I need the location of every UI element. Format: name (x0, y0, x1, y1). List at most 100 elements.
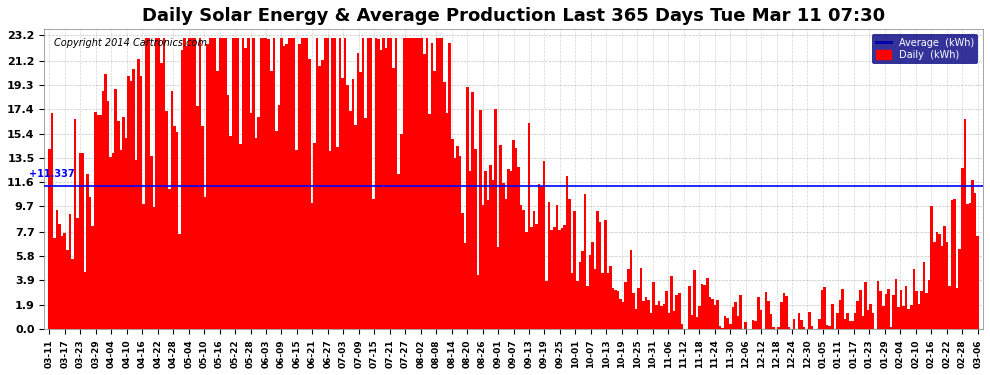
Bar (219, 38, 222, 330)
Bar (696, 317, 698, 330)
Bar (76, 219, 79, 330)
Bar (94, 112, 97, 330)
Bar (382, 38, 385, 330)
Bar (270, 70, 272, 330)
Bar (191, 38, 193, 330)
Bar (837, 313, 839, 330)
Bar (372, 199, 374, 330)
Bar (334, 38, 337, 330)
Bar (657, 301, 660, 330)
Bar (536, 224, 538, 330)
Bar (719, 326, 722, 330)
Bar (471, 92, 474, 330)
Bar (248, 38, 249, 330)
Bar (709, 297, 711, 330)
Bar (53, 238, 55, 330)
Bar (344, 38, 346, 330)
Bar (115, 89, 117, 330)
Bar (410, 38, 413, 330)
Bar (638, 288, 640, 330)
Bar (426, 38, 428, 330)
Bar (630, 250, 632, 330)
Bar (627, 269, 630, 330)
Bar (49, 149, 50, 330)
Bar (668, 313, 670, 330)
Bar (759, 310, 762, 330)
Bar (181, 50, 183, 330)
Bar (346, 85, 349, 330)
Bar (135, 160, 138, 330)
Bar (578, 262, 581, 330)
Bar (277, 105, 280, 330)
Bar (379, 50, 382, 330)
Bar (936, 232, 939, 330)
Bar (780, 302, 782, 330)
Bar (397, 174, 400, 330)
Bar (461, 213, 463, 330)
Bar (50, 113, 53, 330)
Bar (487, 200, 489, 330)
Bar (170, 91, 173, 330)
Bar (910, 305, 913, 330)
Bar (644, 297, 647, 330)
Bar (785, 296, 788, 330)
Bar (680, 324, 683, 330)
Text: Copyright 2014 Cartronics.com: Copyright 2014 Cartronics.com (53, 38, 207, 48)
Bar (541, 187, 543, 330)
Bar (377, 39, 379, 330)
Bar (275, 132, 277, 330)
Bar (112, 153, 115, 330)
Bar (237, 38, 240, 330)
Bar (824, 287, 826, 330)
Bar (831, 304, 834, 330)
Bar (489, 165, 492, 330)
Bar (89, 197, 91, 330)
Bar (612, 288, 614, 330)
Bar (961, 168, 963, 330)
Bar (859, 290, 861, 330)
Bar (704, 285, 706, 330)
Bar (518, 167, 520, 330)
Bar (772, 327, 775, 330)
Bar (620, 299, 622, 330)
Bar (418, 38, 421, 330)
Bar (466, 87, 469, 330)
Bar (165, 111, 168, 330)
Bar (691, 315, 693, 330)
Bar (693, 270, 696, 330)
Bar (109, 157, 112, 330)
Bar (272, 38, 275, 330)
Bar (157, 38, 160, 330)
Bar (91, 226, 94, 330)
Bar (770, 314, 772, 330)
Bar (329, 151, 332, 330)
Bar (63, 233, 66, 330)
Bar (68, 214, 71, 330)
Bar (678, 293, 680, 330)
Bar (242, 38, 245, 330)
Bar (104, 74, 107, 330)
Bar (655, 305, 657, 330)
Bar (607, 273, 609, 330)
Bar (520, 205, 523, 330)
Bar (722, 327, 724, 330)
Bar (869, 304, 872, 330)
Bar (884, 294, 887, 330)
Bar (617, 291, 620, 330)
Bar (308, 59, 311, 330)
Bar (298, 44, 301, 330)
Bar (890, 327, 892, 330)
Bar (188, 38, 191, 330)
Bar (400, 134, 403, 330)
Bar (444, 82, 446, 330)
Bar (966, 204, 968, 330)
Bar (446, 113, 448, 330)
Bar (525, 232, 528, 330)
Bar (392, 68, 395, 330)
Bar (145, 38, 148, 330)
Bar (614, 290, 617, 330)
Bar (732, 307, 735, 330)
Bar (224, 38, 227, 330)
Bar (73, 119, 76, 330)
Bar (958, 249, 961, 330)
